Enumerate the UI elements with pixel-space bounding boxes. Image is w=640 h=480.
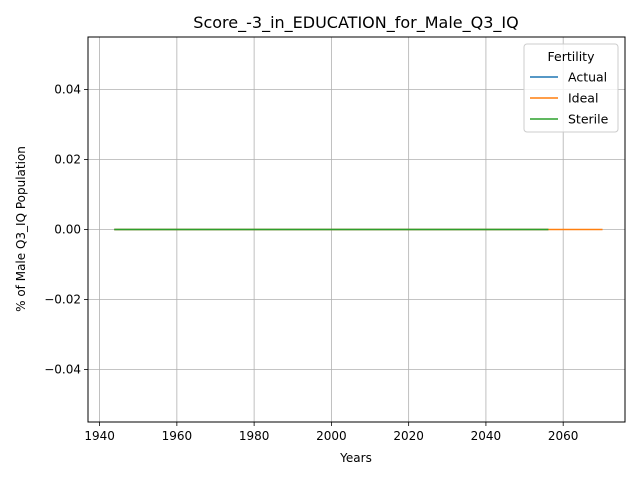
legend-label-actual: Actual — [568, 70, 607, 85]
y-tick-label: 0.02 — [54, 153, 81, 167]
x-axis-label: Years — [339, 451, 372, 465]
x-tick-label: 1960 — [162, 429, 193, 443]
y-axis-label: % of Male Q3_IQ Population — [14, 146, 28, 312]
chart-title: Score_-3_in_EDUCATION_for_Male_Q3_IQ — [193, 13, 518, 33]
x-tick-label: 2000 — [316, 429, 347, 443]
legend-box — [523, 43, 619, 133]
x-tick-label: 2060 — [548, 429, 579, 443]
axis-ticks: 1940 1960 1980 2000 2020 2040 2060 −0.04 −0.02 0.… — [44, 83, 578, 444]
x-tick-label: 2040 — [471, 429, 502, 443]
y-tick-label: 0.04 — [54, 83, 81, 97]
x-tick-label: 2020 — [393, 429, 424, 443]
legend: Fertility Actual Ideal Sterile — [523, 43, 619, 133]
legend-label-ideal: Ideal — [568, 91, 598, 106]
legend-title: Fertility — [548, 49, 596, 64]
y-tick-label: 0.00 — [54, 223, 81, 237]
legend-label-sterile: Sterile — [568, 112, 609, 127]
y-tick-label: −0.04 — [44, 363, 81, 377]
x-tick-label: 1980 — [239, 429, 270, 443]
y-tick-label: −0.02 — [44, 293, 81, 307]
x-tick-label: 1940 — [84, 429, 115, 443]
